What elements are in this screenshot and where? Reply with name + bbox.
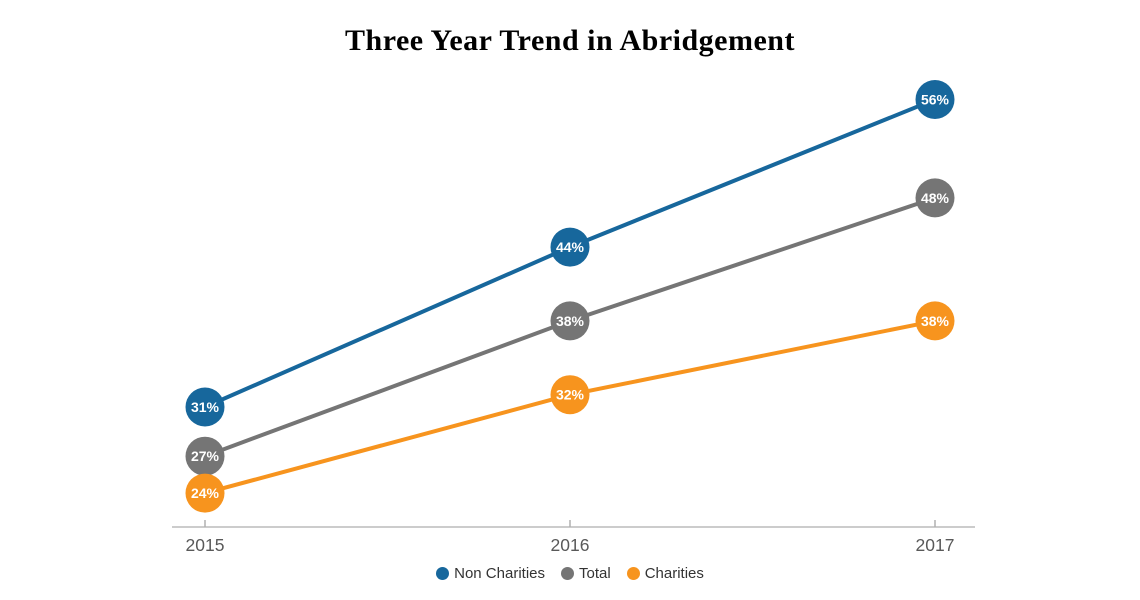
legend-label: Total — [579, 565, 611, 582]
data-point-non-charities — [185, 387, 225, 427]
legend-item-total[interactable]: Total — [561, 565, 611, 582]
x-tick-label: 2016 — [551, 535, 590, 555]
data-point-non-charities — [550, 227, 590, 267]
data-point-charities — [185, 473, 225, 513]
data-point-total — [915, 178, 955, 218]
data-point-charities — [550, 375, 590, 415]
x-tick-label: 2015 — [186, 535, 225, 555]
data-label-non-charities: 31% — [191, 399, 220, 415]
data-label-non-charities: 56% — [921, 92, 950, 108]
data-label-total: 48% — [921, 190, 950, 206]
data-point-charities — [915, 301, 955, 341]
legend-label: Charities — [644, 565, 704, 582]
legend-label: Non Charities — [454, 565, 545, 582]
data-point-total — [550, 301, 590, 341]
legend-dot-charities — [626, 567, 640, 580]
x-tick-label: 2017 — [916, 535, 955, 555]
data-label-charities: 38% — [921, 313, 950, 329]
data-point-non-charities — [915, 80, 955, 119]
legend-item-charities[interactable]: Charities — [626, 565, 704, 582]
data-label-non-charities: 44% — [556, 239, 585, 255]
data-point-total — [185, 436, 225, 476]
legend-item-non-charities[interactable]: Non Charities — [436, 565, 545, 582]
data-label-total: 38% — [556, 313, 585, 329]
data-label-total: 27% — [191, 448, 220, 464]
chart-legend: Non Charities Total Charities — [0, 565, 1140, 582]
legend-dot-non-charities — [436, 567, 450, 580]
legend-dot-total — [561, 567, 574, 580]
data-label-charities: 24% — [191, 485, 220, 501]
data-label-charities: 32% — [556, 387, 585, 403]
chart-title: Three Year Trend in Abridgement — [345, 24, 795, 57]
